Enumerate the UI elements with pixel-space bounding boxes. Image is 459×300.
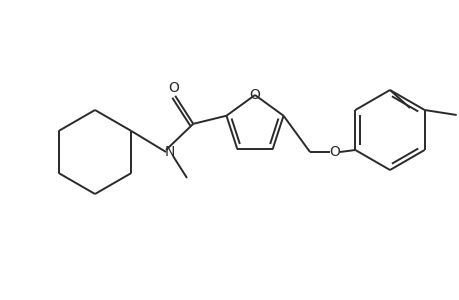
Text: O: O [329,145,340,159]
Text: O: O [168,81,178,95]
Text: O: O [249,88,260,102]
Text: N: N [164,145,175,159]
